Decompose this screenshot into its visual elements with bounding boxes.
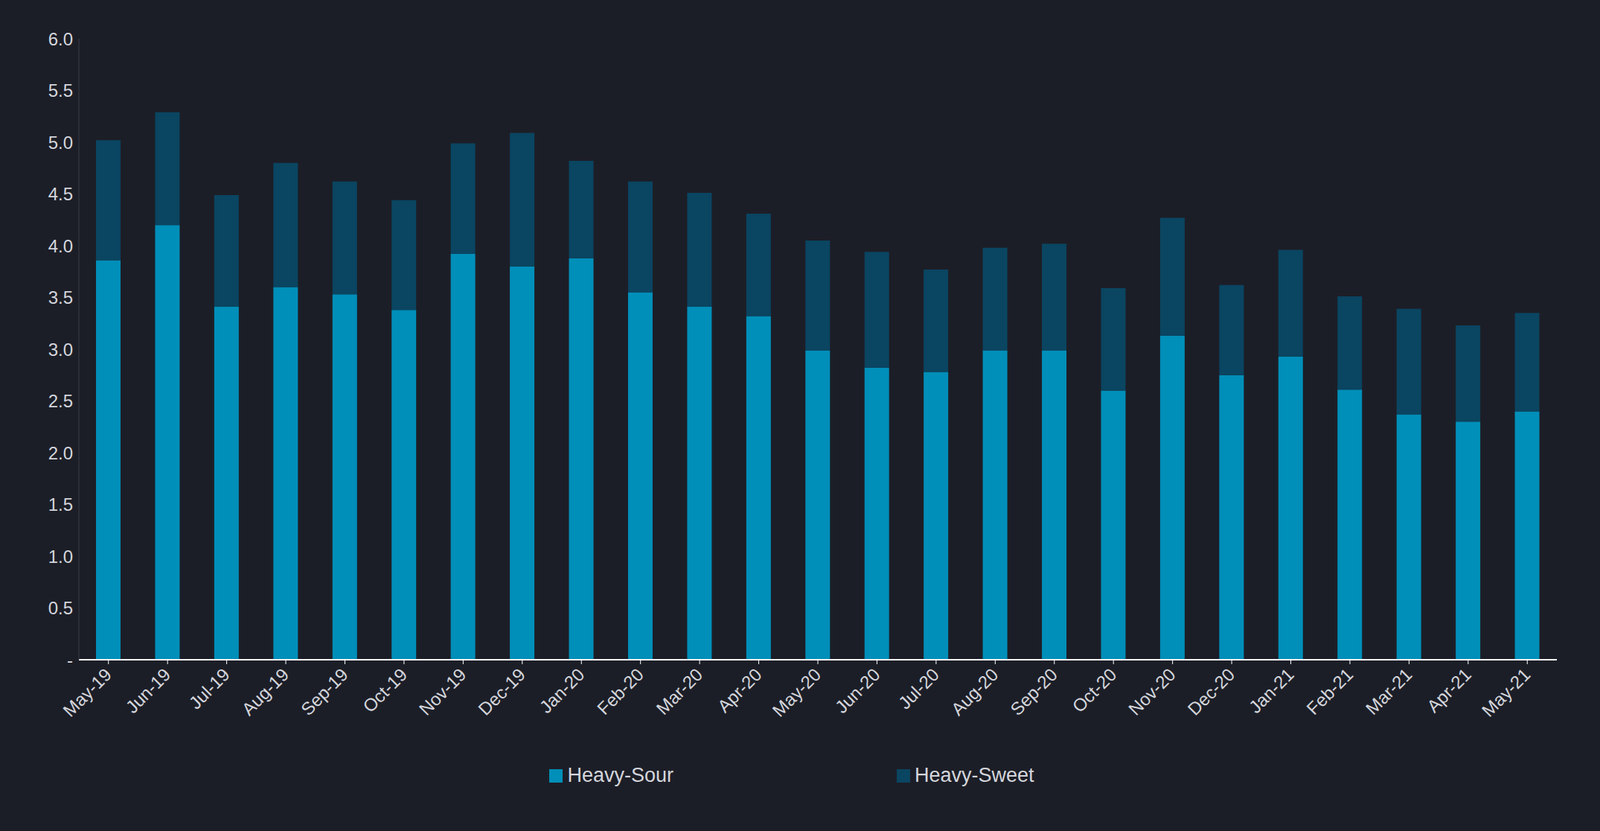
svg-text:Mar-20: Mar-20 <box>651 663 707 719</box>
svg-text:Apr-20: Apr-20 <box>713 663 766 716</box>
svg-text:0.5: 0.5 <box>48 597 73 618</box>
svg-text:1.5: 1.5 <box>48 494 73 515</box>
svg-text:Nov-20: Nov-20 <box>1124 663 1180 719</box>
svg-text:Feb-21: Feb-21 <box>1302 663 1357 719</box>
svg-text:Sep-19: Sep-19 <box>296 663 352 719</box>
svg-text:Aug-20: Aug-20 <box>947 663 1003 719</box>
svg-text:2.5: 2.5 <box>48 390 73 411</box>
svg-text:5.0: 5.0 <box>48 132 73 153</box>
svg-text:Jun-19: Jun-19 <box>121 663 175 717</box>
svg-text:4.5: 4.5 <box>48 183 73 204</box>
svg-text:5.5: 5.5 <box>48 80 73 101</box>
svg-text:May-21: May-21 <box>1477 663 1535 721</box>
svg-text:3.5: 3.5 <box>48 287 73 308</box>
svg-text:-: - <box>66 649 73 670</box>
svg-text:Dec-20: Dec-20 <box>1183 663 1239 719</box>
svg-text:Nov-19: Nov-19 <box>415 663 471 719</box>
svg-text:Jul-20: Jul-20 <box>894 663 943 713</box>
html-text:Heavy-Sweet: Heavy-Sweet <box>914 763 1035 786</box>
svg-text:Sep-20: Sep-20 <box>1006 663 1062 719</box>
svg-text:Oct-20: Oct-20 <box>1067 663 1120 716</box>
svg-text:Mar-21: Mar-21 <box>1361 663 1417 719</box>
svg-text:2.0: 2.0 <box>48 442 73 463</box>
svg-text:Feb-20: Feb-20 <box>593 663 648 719</box>
svg-text:Jun-20: Jun-20 <box>831 663 885 717</box>
svg-text:Jan-20: Jan-20 <box>535 663 588 717</box>
svg-text:Apr-21: Apr-21 <box>1422 663 1475 716</box>
svg-text:Oct-19: Oct-19 <box>358 663 411 716</box>
svg-text:Dec-19: Dec-19 <box>474 663 530 719</box>
svg-text:Jul-19: Jul-19 <box>184 663 233 713</box>
svg-text:May-19: May-19 <box>58 663 116 721</box>
svg-text:3.0: 3.0 <box>48 339 73 360</box>
svg-text:1.0: 1.0 <box>48 546 73 567</box>
svg-text:Aug-19: Aug-19 <box>237 663 293 719</box>
svg-text:4.0: 4.0 <box>48 235 73 256</box>
html-text:Heavy-Sour: Heavy-Sour <box>567 763 674 786</box>
svg-text:May-20: May-20 <box>768 663 826 721</box>
svg-text:Jan-21: Jan-21 <box>1245 663 1298 717</box>
svg-text:6.0: 6.0 <box>48 29 73 50</box>
